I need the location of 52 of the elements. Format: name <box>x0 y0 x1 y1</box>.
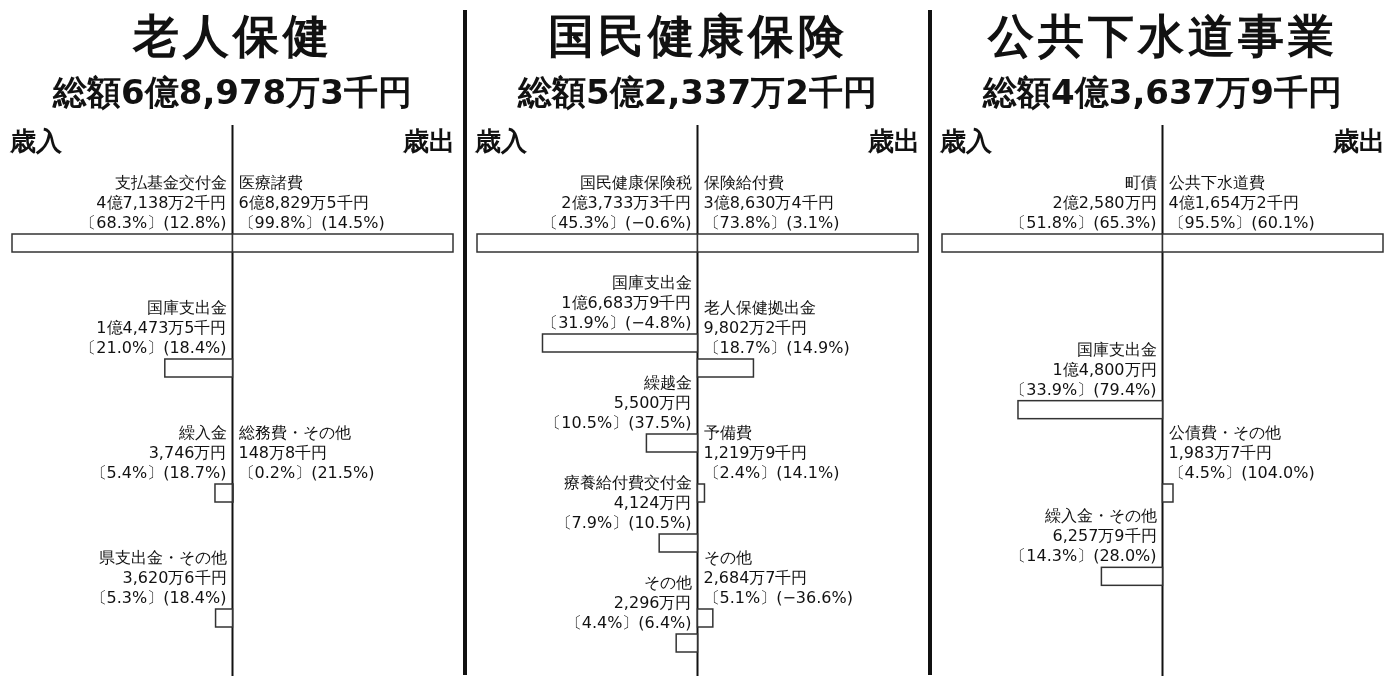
annotation: 1億4,800万円〔33.9%〕(79.4%) <box>1010 359 1157 399</box>
annotation: 6億8,829万5千円〔99.8%〕(14.5%) <box>238 193 385 232</box>
annotation: 3,620万6千円〔5.3%〕(18.4%) <box>90 568 227 607</box>
chart-title: 公共下水道事業 <box>986 9 1338 63</box>
y-tick-label: 公共下水道費 <box>1168 173 1265 192</box>
y-tick-label: 予備費 <box>703 423 752 442</box>
x-axis-title: 歳出 <box>1332 126 1385 156</box>
y-tick-label: 県支出金・その他 <box>98 548 227 567</box>
x-axis-title: 歳出 <box>867 126 920 156</box>
chart-title: 老人保健 <box>131 9 333 63</box>
y-tick-label: その他 <box>643 573 692 592</box>
x-axis-title: 歳出 <box>402 126 455 156</box>
annotation: 4億1,654万2千円〔95.5%〕(60.1%) <box>1168 193 1315 232</box>
annotation: 2,684万7千円〔5.1%〕(−36.6%) <box>703 568 853 607</box>
annotation: 1億4,473万5千円〔21.0%〕(18.4%) <box>80 318 227 357</box>
y-tick-label: 支払基金交付金 <box>114 173 227 192</box>
annotation: 1,983万7千円〔4.5%〕(104.0%) <box>1168 443 1315 482</box>
annotation: 1億6,683万9千円〔31.9%〕(−4.8%) <box>542 293 692 332</box>
annotation: 4億7,138万2千円〔68.3%〕(12.8%) <box>80 193 227 232</box>
y-tick-label: 国庫支出金 <box>146 298 227 317</box>
y-tick-label: 老人保健拠出金 <box>703 298 816 317</box>
x-axis-title: 歳入 <box>939 126 993 156</box>
annotation: 5,500万円〔10.5%〕(37.5%) <box>545 393 692 432</box>
annotation: 3億8,630万4千円〔73.8%〕(3.1%) <box>703 193 840 232</box>
chart-subtitle: 総額6億8,978万3千円 <box>52 72 412 112</box>
y-tick-label: 公債費・その他 <box>1168 423 1281 442</box>
chart-subtitle: 総額5億2,337万2千円 <box>517 72 877 112</box>
chart-title: 国民健康保険 <box>547 9 848 63</box>
annotation: 6,257万9千円〔14.3%〕(28.0%) <box>1010 526 1157 566</box>
annotation: 1,219万9千円〔2.4%〕(14.1%) <box>703 443 840 482</box>
y-tick-label: 国庫支出金 <box>1076 339 1157 359</box>
y-tick-label: 医療諸費 <box>238 173 303 192</box>
y-tick-label: 町債 <box>1124 173 1157 192</box>
annotation: 4,124万円〔7.9%〕(10.5%) <box>555 493 692 532</box>
annotation: 2,296万円〔4.4%〕(6.4%) <box>565 593 692 632</box>
chart-subtitle: 総額4億3,637万9千円 <box>982 72 1342 112</box>
y-tick-label: 総務費・その他 <box>237 423 351 442</box>
annotation: 9,802万2千円〔18.7%〕(14.9%) <box>703 318 850 357</box>
annotation: 2億3,733万3千円〔45.3%〕(−0.6%) <box>542 193 692 232</box>
annotation: 3,746万円〔5.4%〕(18.7%) <box>90 443 227 482</box>
y-tick-label: 国庫支出金 <box>611 273 692 292</box>
x-axis-title: 歳入 <box>9 126 63 156</box>
y-tick-label: 国民健康保険税 <box>579 173 692 192</box>
annotation: 148万8千円〔0.2%〕(21.5%) <box>238 443 375 482</box>
y-tick-label: 保険給付費 <box>703 173 784 192</box>
y-tick-label: 繰越金 <box>642 373 692 392</box>
x-axis-title: 歳入 <box>474 126 528 156</box>
y-tick-label: 繰入金・その他 <box>1043 506 1157 526</box>
annotation: 2億2,580万円〔51.8%〕(65.3%) <box>1010 193 1157 232</box>
y-tick-label: その他 <box>703 548 752 567</box>
y-tick-label: 繰入金 <box>177 423 227 442</box>
y-tick-label: 療養給付費交付金 <box>563 473 692 492</box>
